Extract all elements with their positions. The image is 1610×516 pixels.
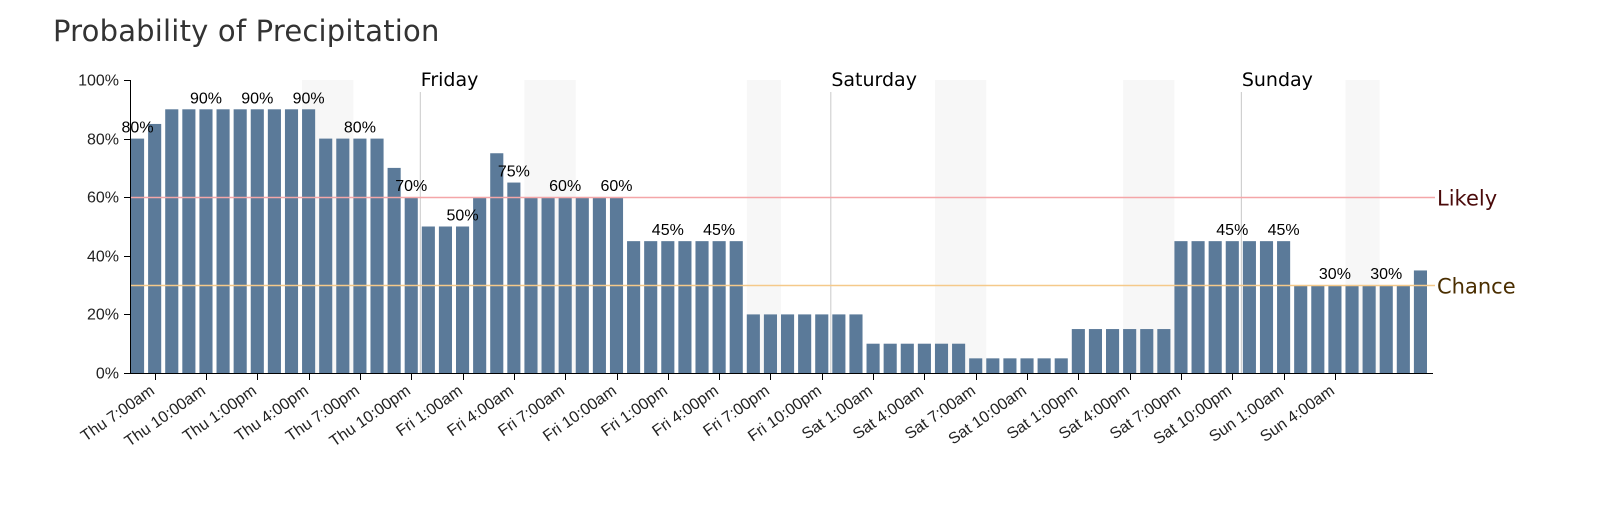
- bar-data-label: 90%: [241, 90, 273, 107]
- bar-data-label: 45%: [1268, 222, 1300, 239]
- bar: [507, 182, 521, 373]
- threshold-label: Likely: [1437, 187, 1497, 211]
- bar: [1413, 270, 1427, 373]
- bar: [695, 241, 709, 373]
- day-label: Friday: [421, 69, 479, 91]
- night-shade: [1123, 80, 1175, 373]
- bar: [1328, 285, 1342, 373]
- bar: [1362, 285, 1376, 373]
- bar-data-label: 50%: [447, 208, 479, 225]
- bar: [729, 241, 743, 373]
- bar: [644, 241, 658, 373]
- bar: [148, 123, 162, 373]
- bar: [1088, 329, 1102, 373]
- bar: [216, 109, 230, 374]
- bar: [832, 314, 846, 373]
- bar: [319, 138, 333, 373]
- bar: [1071, 329, 1085, 373]
- bar-data-label: 45%: [1216, 222, 1248, 239]
- bar: [952, 343, 966, 373]
- threshold-label: Chance: [1437, 275, 1516, 299]
- bar: [387, 167, 401, 373]
- night-shade: [934, 80, 987, 373]
- bar: [900, 343, 914, 373]
- bar-data-label: 45%: [703, 222, 735, 239]
- bar: [284, 109, 299, 374]
- bar: [1037, 358, 1051, 373]
- bar: [1208, 241, 1222, 373]
- bar-data-label: 80%: [122, 120, 154, 137]
- bar-data-label: 45%: [652, 222, 684, 239]
- bar-data-label: 30%: [1319, 266, 1351, 283]
- bar: [781, 314, 795, 373]
- bar: [661, 241, 675, 373]
- bar: [182, 109, 196, 374]
- day-label: Sunday: [1242, 69, 1313, 91]
- bar: [849, 314, 863, 373]
- y-tick-label: 20%: [87, 307, 119, 324]
- bar: [1379, 285, 1393, 373]
- bar: [199, 109, 213, 374]
- bar: [917, 343, 931, 373]
- y-tick-label: 0%: [96, 366, 119, 383]
- bar: [1140, 329, 1154, 373]
- bar: [1191, 241, 1205, 373]
- y-tick-label: 60%: [87, 190, 119, 207]
- bar: [798, 314, 812, 373]
- bar: [1259, 241, 1274, 373]
- bar: [627, 241, 641, 373]
- bar-data-label: 70%: [395, 178, 427, 195]
- bar: [1123, 329, 1137, 373]
- bar: [233, 109, 247, 374]
- bar: [165, 109, 179, 374]
- bar: [969, 358, 983, 373]
- bar: [250, 109, 264, 374]
- bar: [1054, 358, 1068, 373]
- bar: [763, 314, 777, 373]
- bar: [678, 241, 692, 373]
- bar: [1157, 329, 1171, 373]
- bar: [1294, 285, 1308, 373]
- bar-data-label: 75%: [498, 164, 530, 181]
- bar-data-label: 60%: [600, 178, 632, 195]
- bar: [815, 314, 829, 373]
- bar: [438, 226, 452, 373]
- bar: [1396, 285, 1410, 373]
- bar: [1003, 358, 1017, 373]
- bar: [1242, 241, 1256, 373]
- bar: [883, 343, 897, 373]
- bar: [336, 138, 350, 373]
- bar: [746, 314, 760, 373]
- bar: [353, 138, 367, 373]
- bar-data-label: 30%: [1370, 266, 1402, 283]
- bar: [131, 138, 145, 373]
- bar-data-label: 60%: [549, 178, 581, 195]
- bar: [986, 358, 1000, 373]
- bar: [302, 109, 316, 374]
- bar: [1345, 285, 1359, 373]
- bar: [421, 226, 435, 373]
- bar: [1174, 241, 1188, 373]
- day-label: Saturday: [831, 69, 917, 91]
- bar: [490, 153, 504, 373]
- bar: [370, 138, 384, 373]
- bar: [1225, 241, 1239, 373]
- bar: [866, 343, 880, 373]
- bar-data-label: 80%: [344, 120, 376, 137]
- bar-data-label: 90%: [293, 90, 325, 107]
- bar: [1020, 358, 1034, 373]
- bar: [712, 241, 726, 373]
- bar-data-label: 90%: [190, 90, 222, 107]
- bar: [1106, 329, 1120, 373]
- bar: [267, 109, 281, 374]
- bar: [1277, 241, 1291, 373]
- y-tick-label: 100%: [78, 73, 119, 90]
- chart-title: Probability of Precipitation: [53, 14, 440, 48]
- bar: [934, 343, 949, 373]
- y-tick-label: 40%: [87, 249, 119, 266]
- bar: [456, 226, 470, 373]
- bar: [1311, 285, 1325, 373]
- y-tick-label: 80%: [87, 132, 119, 149]
